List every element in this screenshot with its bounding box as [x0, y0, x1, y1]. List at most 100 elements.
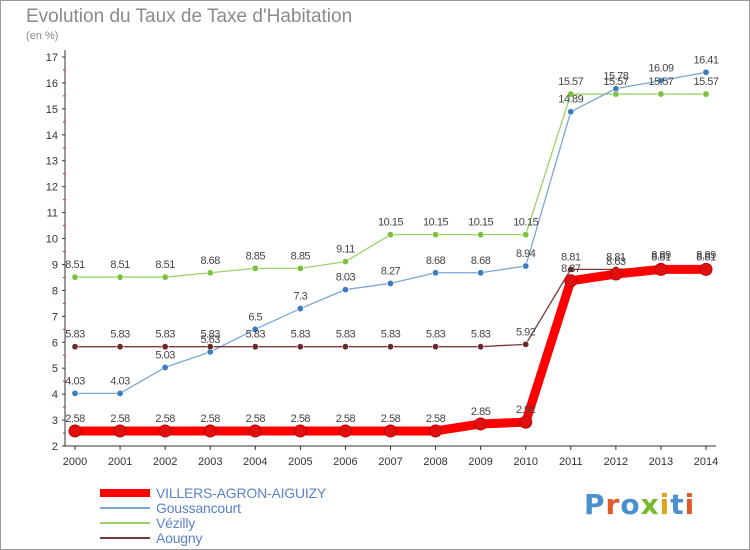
- data-label: 10.15: [513, 217, 538, 229]
- data-label: 2.58: [381, 413, 401, 425]
- data-point: [71, 389, 79, 397]
- x-tick-label: 2000: [63, 456, 87, 468]
- data-label: 8.37: [561, 263, 581, 275]
- legend-label: Goussancourt: [156, 499, 241, 516]
- y-tick-label: 17: [46, 52, 58, 64]
- data-label: 6.5: [248, 311, 262, 323]
- data-point: [206, 343, 214, 351]
- y-tick-label: 7: [52, 311, 58, 323]
- logo-letter: t: [670, 488, 685, 521]
- y-tick-label: 9: [52, 259, 58, 271]
- data-label: 14.89: [558, 94, 583, 106]
- logo-letter: i: [684, 488, 696, 521]
- data-label: 8.81: [651, 251, 671, 263]
- data-point: [432, 269, 440, 277]
- data-point: [116, 389, 124, 397]
- y-tick-label: 8: [52, 285, 58, 297]
- data-label: 15.57: [648, 76, 673, 88]
- data-point: [341, 286, 349, 294]
- chart-legend: VILLERS-AGRON-AIGUIZY Goussancourt Vézilly…: [100, 485, 326, 546]
- data-label: 15.57: [603, 76, 628, 88]
- x-tick-label: 2008: [423, 456, 447, 468]
- data-label: 10.15: [423, 217, 448, 229]
- data-point: [158, 424, 172, 438]
- x-tick-label: 2011: [559, 456, 583, 468]
- chart-title: Evolution du Taux de Taxe d'Habitation: [26, 6, 353, 27]
- data-label: 8.63: [606, 256, 626, 268]
- data-point: [657, 90, 665, 98]
- data-label: 5.92: [516, 326, 536, 338]
- logo-letter: x: [640, 488, 660, 521]
- data-point: [296, 264, 304, 272]
- data-point: [432, 343, 440, 351]
- data-label: 5.83: [471, 329, 491, 341]
- data-point: [116, 343, 124, 351]
- data-point: [296, 343, 304, 351]
- x-tick-label: 2010: [513, 456, 537, 468]
- data-label: 2.58: [65, 413, 85, 425]
- data-label: 8.85: [246, 250, 266, 262]
- data-label: 9.11: [336, 244, 355, 256]
- data-label: 8.51: [155, 259, 175, 271]
- data-label: 8.89: [651, 249, 671, 261]
- data-label: 5.83: [201, 329, 221, 341]
- data-point: [341, 343, 349, 351]
- data-label: 16.09: [648, 63, 673, 75]
- data-label: 8.51: [110, 259, 130, 271]
- y-tick-label: 2: [52, 441, 58, 453]
- data-label: 4.03: [65, 375, 85, 387]
- y-tick-label: 12: [46, 182, 58, 194]
- data-label: 2.58: [336, 413, 356, 425]
- data-label: 15.78: [603, 71, 628, 83]
- legend-swatch: [100, 536, 150, 539]
- legend-swatch: [100, 521, 150, 524]
- y-tick-label: 5: [52, 363, 58, 375]
- x-tick-label: 2005: [288, 456, 312, 468]
- data-label: 8.03: [336, 272, 356, 284]
- data-label: 8.81: [696, 251, 716, 263]
- logo-letter: o: [620, 488, 641, 521]
- data-point: [699, 262, 713, 276]
- data-point: [203, 424, 217, 438]
- data-point: [567, 265, 575, 273]
- data-label: 8.27: [381, 265, 401, 277]
- data-label: 5.03: [155, 349, 175, 361]
- x-tick-label: 2001: [108, 456, 132, 468]
- data-point: [609, 267, 623, 281]
- data-point: [612, 85, 620, 93]
- x-tick-label: 2002: [153, 456, 177, 468]
- data-point: [161, 363, 169, 371]
- x-tick-label: 2014: [694, 456, 718, 468]
- legend-swatch: [100, 506, 150, 509]
- data-point: [477, 269, 485, 277]
- logo-letter: i: [659, 488, 671, 521]
- data-label: 5.83: [291, 329, 311, 341]
- data-label: 8.68: [426, 255, 446, 267]
- data-label: 8.85: [291, 250, 311, 262]
- series-line: [75, 93, 706, 278]
- data-point: [432, 231, 440, 239]
- legend-item: Aougny: [100, 530, 326, 546]
- data-point: [564, 274, 578, 288]
- data-label: 2.58: [246, 413, 266, 425]
- data-label: 15.57: [558, 76, 583, 88]
- x-tick-label: 2013: [649, 456, 673, 468]
- data-point: [384, 424, 397, 438]
- data-label: 8.68: [201, 255, 221, 267]
- data-point: [386, 279, 394, 287]
- data-point: [386, 343, 394, 351]
- data-point: [386, 231, 394, 239]
- data-point: [161, 273, 169, 281]
- data-point: [567, 90, 575, 98]
- legend-swatch: [100, 488, 150, 497]
- data-point: [522, 340, 530, 348]
- data-point: [702, 90, 710, 98]
- legend-item: Vézilly: [100, 515, 326, 531]
- y-tick-label: 16: [46, 78, 58, 90]
- data-label: 2.92: [516, 404, 536, 416]
- x-tick-label: 2004: [243, 456, 267, 468]
- data-label: 5.83: [381, 329, 401, 341]
- data-label: 8.81: [561, 251, 581, 263]
- y-tick-label: 10: [46, 234, 58, 246]
- data-point: [293, 424, 307, 438]
